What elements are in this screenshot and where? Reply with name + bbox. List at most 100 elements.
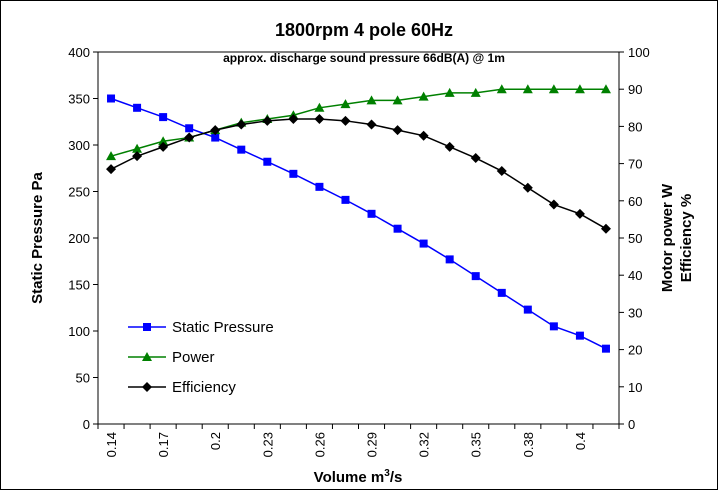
legend: Static Pressure Power Efficiency <box>128 319 274 396</box>
data-point <box>392 125 403 136</box>
x-tick-label: 0.35 <box>469 432 484 457</box>
data-point <box>392 95 403 105</box>
data-point <box>341 195 350 204</box>
data-point <box>522 182 533 193</box>
left-tick-label: 300 <box>68 138 90 153</box>
x-tick-label: 0.38 <box>521 432 536 457</box>
legend-item: Static Pressure <box>128 319 274 336</box>
legend-marker <box>143 323 151 331</box>
data-point <box>366 95 377 105</box>
data-point <box>133 103 142 112</box>
data-point <box>418 91 429 101</box>
x-axis-title-sup: 3 <box>384 468 390 479</box>
x-tick-label: 0.26 <box>312 432 327 457</box>
y-axis-right-title-2: Efficiency % <box>678 194 695 282</box>
data-point <box>497 288 506 297</box>
data-point <box>158 141 169 152</box>
legend-label: Efficiency <box>172 379 236 396</box>
data-point <box>574 84 585 94</box>
right-tick-label: 50 <box>628 231 642 246</box>
right-tick-label: 10 <box>628 380 642 395</box>
data-point <box>236 119 247 130</box>
x-tick-label: 0.23 <box>260 432 275 457</box>
data-point <box>366 119 377 130</box>
data-point <box>185 124 194 133</box>
data-point <box>340 115 351 126</box>
series-layer <box>106 84 611 353</box>
right-tick-label: 80 <box>628 119 642 134</box>
data-point <box>522 84 533 94</box>
right-tick-label: 0 <box>628 417 635 432</box>
data-point <box>471 272 480 281</box>
left-axis: 0 50 100 150 200 250 300 350 400 <box>68 45 98 432</box>
data-point <box>262 115 273 126</box>
x-tick-label: 0.32 <box>417 432 432 457</box>
x-tick-label: 0.14 <box>104 432 119 457</box>
data-point <box>184 132 195 143</box>
left-tick-label: 350 <box>68 92 90 107</box>
data-point <box>263 157 272 166</box>
series-static-pressure <box>107 94 610 353</box>
data-point <box>419 239 428 248</box>
data-point <box>340 99 351 109</box>
data-point <box>158 136 169 146</box>
data-point <box>548 199 559 210</box>
data-point <box>393 224 402 233</box>
left-tick-label: 0 <box>83 417 90 432</box>
left-tick-label: 250 <box>68 185 90 200</box>
left-tick-label: 200 <box>68 231 90 246</box>
data-point <box>314 113 325 124</box>
data-point <box>106 151 117 161</box>
y-axis-left-title: Static Pressure Pa <box>29 171 46 303</box>
data-point <box>574 208 585 219</box>
legend-label: Static Pressure <box>172 319 274 336</box>
data-point <box>549 322 558 331</box>
legend-marker <box>142 382 152 392</box>
right-tick-label: 90 <box>628 82 642 97</box>
chart-subtitle: approx. discharge sound pressure 66dB(A)… <box>223 51 505 65</box>
data-point <box>367 209 376 218</box>
data-point <box>575 331 584 340</box>
x-axis-title-main: Volume m <box>314 469 385 486</box>
data-point <box>159 113 168 122</box>
plot-area <box>97 51 620 425</box>
data-point <box>289 169 298 178</box>
data-point <box>496 84 507 94</box>
data-point <box>211 133 220 142</box>
right-tick-label: 40 <box>628 268 642 283</box>
data-point <box>315 182 324 191</box>
right-tick-label: 100 <box>628 45 650 60</box>
data-point <box>548 84 559 94</box>
data-point <box>314 102 325 112</box>
data-point <box>132 151 143 162</box>
legend-item: Power <box>128 349 215 366</box>
data-point <box>601 344 610 353</box>
data-point <box>210 125 221 136</box>
left-tick-label: 150 <box>68 278 90 293</box>
data-point <box>470 87 481 97</box>
right-tick-label: 60 <box>628 194 642 209</box>
legend-label: Power <box>172 349 215 366</box>
data-point <box>418 130 429 141</box>
data-point <box>288 113 299 124</box>
x-axis: 0.14 0.17 0.2 0.23 0.26 0.29 0.32 0.35 0.38 0.4 <box>97 424 620 457</box>
right-tick-label: 70 <box>628 157 642 172</box>
right-axis: 0 10 20 30 40 50 60 70 80 90 100 <box>619 45 650 432</box>
x-tick-label: 0.4 <box>573 432 588 450</box>
data-point <box>107 94 116 103</box>
series-efficiency <box>106 113 611 234</box>
chart-title: 1800rpm 4 pole 60Hz <box>275 20 453 40</box>
data-point <box>600 84 611 94</box>
x-tick-label: 0.17 <box>156 432 171 457</box>
legend-marker <box>142 352 152 361</box>
series-line <box>110 118 607 230</box>
x-tick-label: 0.2 <box>208 432 223 450</box>
data-point <box>132 143 143 153</box>
left-tick-label: 50 <box>76 371 90 386</box>
data-point <box>106 164 117 175</box>
data-point <box>444 141 455 152</box>
x-tick-label: 0.29 <box>365 432 380 457</box>
data-point <box>445 255 454 264</box>
